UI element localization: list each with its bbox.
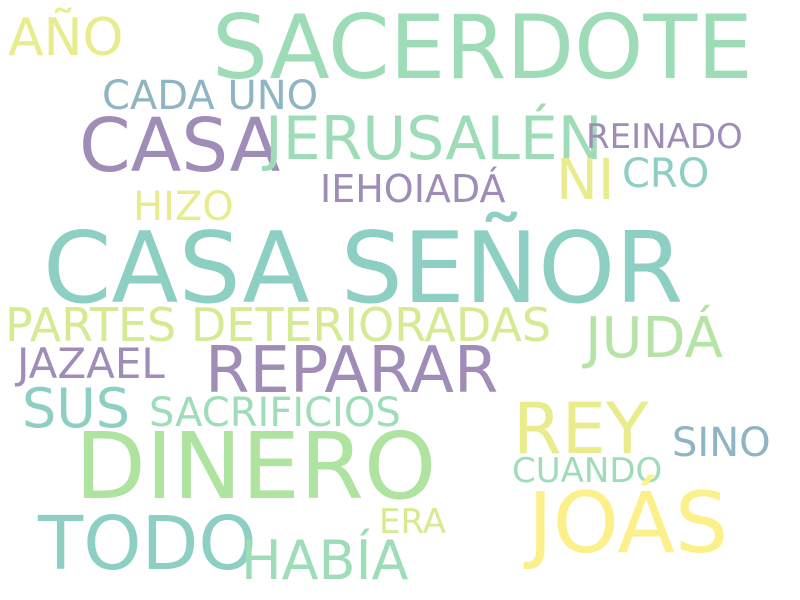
word-partes-deterioradas: PARTES DETERIORADAS [5, 298, 552, 352]
word-sus: SUS [22, 377, 131, 440]
word-joas: JOÁS [528, 474, 729, 572]
word-todo: TODO [38, 501, 257, 587]
word-sacrificios: SACRIFICIOS [149, 390, 401, 436]
word-jazael: JAZAEL [17, 339, 165, 388]
word-iehoiada: IEHOIADÁ [320, 167, 506, 211]
word-dinero: DINERO [75, 413, 437, 520]
word-reinado: REINADO [586, 117, 743, 157]
word-sino: SINO [672, 420, 771, 466]
word-ni: NI [556, 148, 615, 213]
word-era: ERA [379, 502, 446, 542]
word-cuando: CUANDO [512, 451, 663, 491]
word-jerusalen: JERUSALÉN [265, 104, 603, 174]
word-ano: AÑO [8, 8, 124, 68]
word-hizo: HIZO [133, 184, 234, 230]
word-habia: HABÍA [241, 529, 409, 592]
word-reparar: REPARAR [205, 334, 499, 408]
word-cada-uno: CADA UNO [102, 73, 319, 119]
word-cro: CRO [622, 151, 710, 197]
word-rey: REY [513, 388, 649, 470]
word-casa-senor: CASA SEÑOR [43, 212, 684, 326]
word-casa: CASA [79, 103, 281, 189]
word-sacerdote: SACERDOTE [212, 0, 753, 99]
word-juda: JUDÁ [585, 306, 723, 371]
